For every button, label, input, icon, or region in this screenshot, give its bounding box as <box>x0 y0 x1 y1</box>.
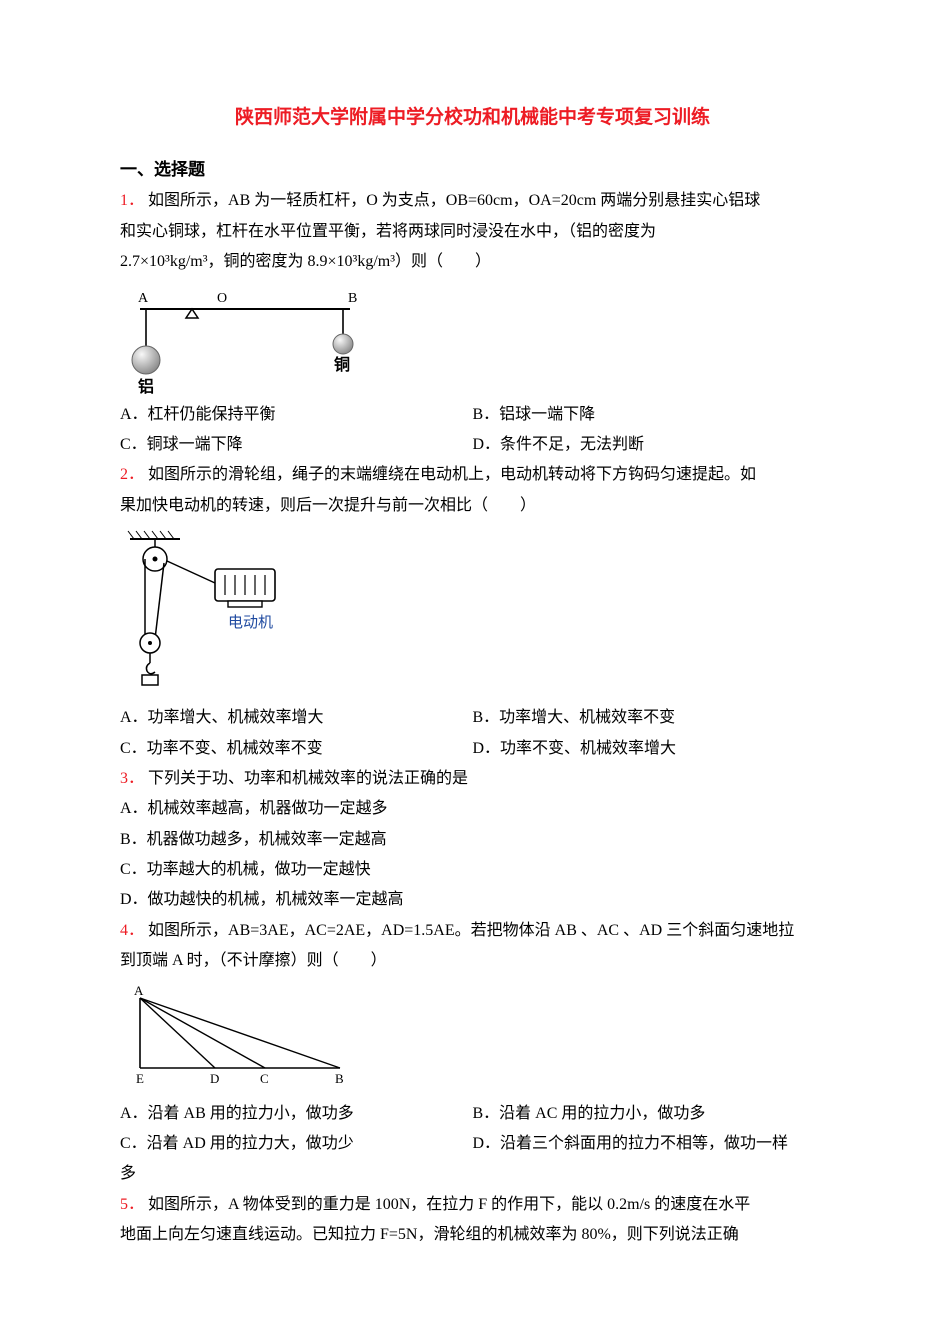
q2-figure: 电动机 <box>120 527 825 697</box>
q4-stem-line2: 到顶端 A 时，（不计摩擦）则（ ） <box>120 946 825 976</box>
svg-text:A: A <box>134 983 144 998</box>
page-title: 陕西师范大学附属中学分校功和机械能中考专项复习训练 <box>120 100 825 136</box>
q2-stem-line2: 果加快电动机的转速，则后一次提升与前一次相比（ ） <box>120 491 825 521</box>
q1-optD: D．条件不足，无法判断 <box>473 430 826 460</box>
q1-stem-line2: 和实心铜球，杠杆在水平位置平衡，若将两球同时浸没在水中，（铝的密度为 <box>120 217 825 247</box>
q1-optC: C．铜球一端下降 <box>120 430 473 460</box>
q3-optB: B．机器做功越多，机械效率一定越高 <box>120 825 825 855</box>
q2-number: 2． <box>120 466 144 483</box>
q3-optC: C．功率越大的机械，做功一定越快 <box>120 855 825 885</box>
q4-options-row2: C．沿着 AD 用的拉力大，做功少 D．沿着三个斜面用的拉力不相等，做功一样 <box>120 1129 825 1159</box>
q4-optB: B．沿着 AC 用的拉力小，做功多 <box>473 1099 826 1129</box>
q4-figure: A E D C B <box>120 983 825 1093</box>
q1-options-row1: A．杠杆仍能保持平衡 B．铝球一端下降 <box>120 400 825 430</box>
q5-stem-line1: 5． 如图所示，A 物体受到的重力是 100N，在拉力 F 的作用下，能以 0.… <box>120 1190 825 1220</box>
q2-optC: C．功率不变、机械效率不变 <box>120 734 473 764</box>
q3-optD: D．做功越快的机械，机械效率一定越高 <box>120 885 825 915</box>
q4-optD: D．沿着三个斜面用的拉力不相等，做功一样 <box>473 1135 789 1152</box>
svg-text:铝: 铝 <box>138 377 154 394</box>
q3-stem: 3． 下列关于功、功率和机械效率的说法正确的是 <box>120 764 825 794</box>
q4-options-row1: A．沿着 AB 用的拉力小，做功多 B．沿着 AC 用的拉力小，做功多 <box>120 1099 825 1129</box>
q4-optC: C．沿着 AD 用的拉力大，做功少 <box>120 1129 473 1159</box>
q1-figure: A O B 铝 铜 <box>120 284 825 394</box>
q3-number: 3． <box>120 770 144 787</box>
question-4: 4． 如图所示，AB=3AE，AC=2AE，AD=1.5AE。若把物体沿 AB … <box>120 916 825 1190</box>
q1-stem-line3: 2.7×10³kg/m³，铜的密度为 8.9×10³kg/m³）则（ ） <box>120 247 825 277</box>
svg-text:B: B <box>335 1071 344 1086</box>
q1-stem-line1: 1． 如图所示，AB 为一轻质杠杆，O 为支点，OB=60cm，OA=20cm … <box>120 186 825 216</box>
svg-text:O: O <box>217 291 227 306</box>
q4-optD-cont: 多 <box>120 1159 825 1189</box>
q4-stem-line1: 4． 如图所示，AB=3AE，AC=2AE，AD=1.5AE。若把物体沿 AB … <box>120 916 825 946</box>
q1-options-row2: C．铜球一端下降 D．条件不足，无法判断 <box>120 430 825 460</box>
q2-options-row2: C．功率不变、机械效率不变 D．功率不变、机械效率增大 <box>120 734 825 764</box>
svg-text:电动机: 电动机 <box>228 614 273 631</box>
page: 陕西师范大学附属中学分校功和机械能中考专项复习训练 一、选择题 1． 如图所示，… <box>0 0 945 1337</box>
q2-optA: A．功率增大、机械效率增大 <box>120 703 473 733</box>
q3-optA: A．机械效率越高，机器做功一定越多 <box>120 794 825 824</box>
q2-optD: D．功率不变、机械效率增大 <box>473 734 826 764</box>
q4-number: 4． <box>120 922 144 939</box>
svg-text:E: E <box>136 1071 144 1086</box>
svg-text:C: C <box>260 1071 269 1086</box>
q1-optB: B．铝球一端下降 <box>473 400 826 430</box>
q5-number: 5． <box>120 1196 144 1213</box>
svg-text:D: D <box>210 1071 219 1086</box>
svg-text:B: B <box>348 291 357 306</box>
svg-text:铜: 铜 <box>334 355 350 374</box>
svg-text:A: A <box>138 291 149 306</box>
question-3: 3． 下列关于功、功率和机械效率的说法正确的是 A．机械效率越高，机器做功一定越… <box>120 764 825 916</box>
section-heading: 一、选择题 <box>120 154 825 186</box>
question-1: 1． 如图所示，AB 为一轻质杠杆，O 为支点，OB=60cm，OA=20cm … <box>120 186 825 460</box>
question-5: 5． 如图所示，A 物体受到的重力是 100N，在拉力 F 的作用下，能以 0.… <box>120 1190 825 1251</box>
q4-optA: A．沿着 AB 用的拉力小，做功多 <box>120 1099 473 1129</box>
q2-stem-line1: 2． 如图所示的滑轮组，绳子的末端缠绕在电动机上，电动机转动将下方钩码匀速提起。… <box>120 460 825 490</box>
q1-optA: A．杠杆仍能保持平衡 <box>120 400 473 430</box>
q1-number: 1． <box>120 192 144 209</box>
q2-optB: B．功率增大、机械效率不变 <box>473 703 826 733</box>
q5-stem-line2: 地面上向左匀速直线运动。已知拉力 F=5N，滑轮组的机械效率为 80%，则下列说… <box>120 1220 825 1250</box>
question-2: 2． 如图所示的滑轮组，绳子的末端缠绕在电动机上，电动机转动将下方钩码匀速提起。… <box>120 460 825 764</box>
q2-options-row1: A．功率增大、机械效率增大 B．功率增大、机械效率不变 <box>120 703 825 733</box>
